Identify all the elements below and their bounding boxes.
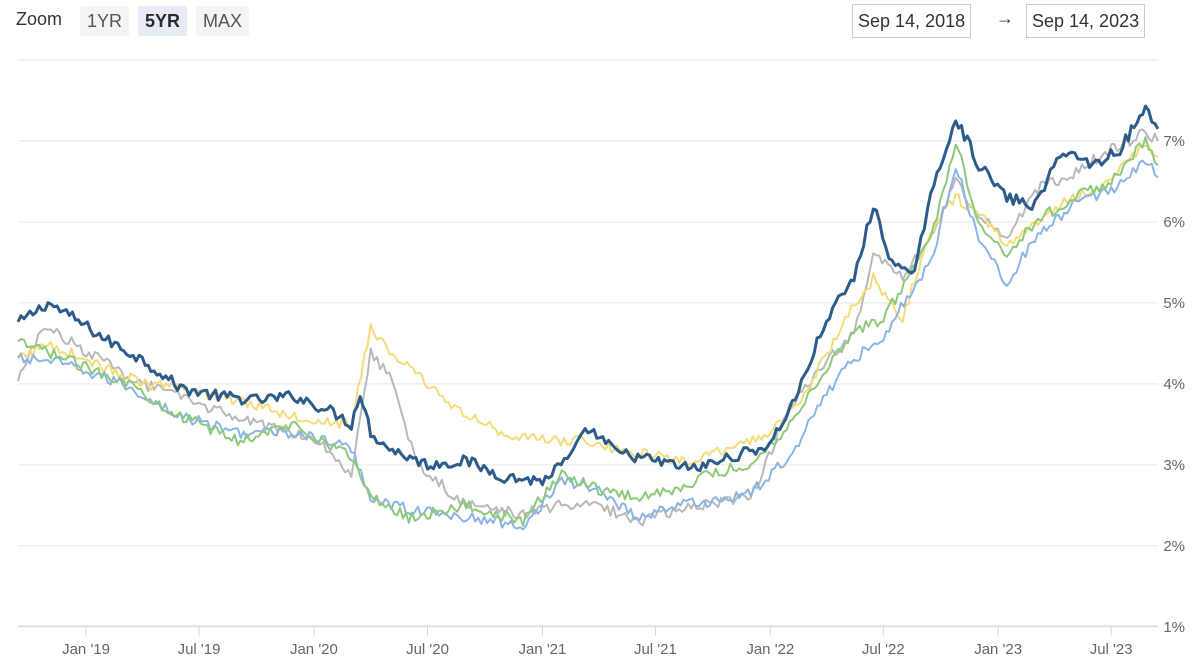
series-line-1 [17,159,1159,531]
x-tick-label: Jan '19 [62,641,110,658]
grid-lines [18,59,1158,628]
x-axis-ticks: Jan '19 Jul '19 Jan '20 Jul '20 Jan '21 Jul '… [62,626,1133,658]
zoom-max-button[interactable]: MAX [196,6,250,36]
y-tick-label: 2% [1163,538,1185,555]
range-arrow: → [996,8,1014,28]
y-tick-label: 5% [1163,295,1185,312]
x-tick-label: Jul '22 [862,641,905,658]
x-tick-label: Jul '20 [406,641,449,658]
series-line-0 [16,104,1160,487]
y-tick-label: 1% [1163,619,1185,636]
range-to-input[interactable]: Sep 14, 2023 [1026,4,1146,38]
x-tick-label: Jan '23 [974,641,1022,658]
zoom-1yr-button[interactable]: 1YR [80,6,130,36]
zoom-5yr-button[interactable]: 5YR [138,6,188,36]
x-tick-label: Jan '21 [518,641,566,658]
x-tick-label: Jul '23 [1090,641,1133,658]
x-tick-label: Jul '21 [634,641,677,658]
x-tick-label: Jan '20 [290,641,338,658]
y-tick-label: 7% [1163,133,1185,150]
zoom-label: Zoom [16,9,63,29]
series-line-4 [17,128,1159,527]
x-tick-label: Jan '22 [746,641,794,658]
series-lines [16,104,1160,531]
toolbar: Zoom 1YR 5YR MAX Sep 14, 2018 → Sep 14, … [0,0,1200,44]
y-tick-label: 3% [1163,457,1185,474]
series-line-3 [17,144,1159,467]
y-tick-label: 6% [1163,214,1185,231]
y-tick-label: 4% [1163,376,1185,393]
x-tick-label: Jul '19 [178,641,221,658]
range-from-input[interactable]: Sep 14, 2018 [852,4,972,38]
y-axis-ticks: 1% 2% 3% 4% 5% 6% 7% [1163,133,1185,636]
series-line-2 [17,136,1159,527]
